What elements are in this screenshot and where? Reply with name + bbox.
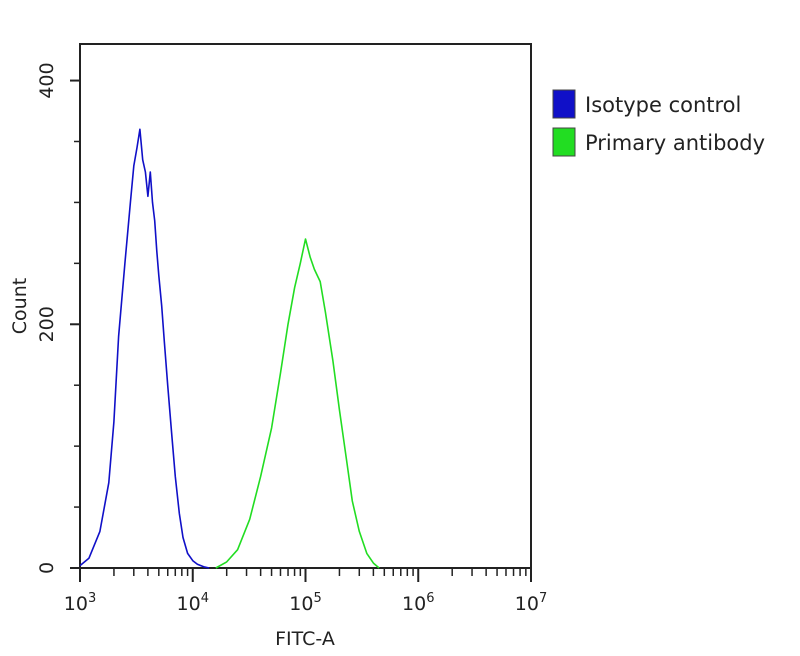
y-axis-label: Count bbox=[9, 278, 31, 334]
y-tick-label: 400 bbox=[36, 62, 58, 98]
plot-frame bbox=[79, 43, 532, 569]
x-tick-label: 103 bbox=[64, 591, 96, 615]
x-tick-label: 105 bbox=[289, 591, 321, 615]
y-tick-label: 200 bbox=[36, 306, 58, 342]
x-tick-label: 104 bbox=[177, 591, 209, 615]
x-tick-label: 107 bbox=[515, 591, 547, 615]
legend-swatch bbox=[552, 89, 576, 119]
legend-swatch bbox=[552, 127, 576, 157]
y-tick-label: 0 bbox=[36, 562, 58, 574]
x-axis-label: FITC-A bbox=[275, 628, 335, 650]
legend-label: Isotype control bbox=[585, 93, 741, 117]
series-line-isotype-control bbox=[79, 128, 210, 569]
legend-label: Primary antibody bbox=[585, 131, 765, 155]
legend: Isotype control Primary antibody bbox=[552, 89, 765, 157]
x-tick-label: 106 bbox=[402, 591, 434, 615]
series-line-primary-antibody bbox=[215, 238, 380, 569]
